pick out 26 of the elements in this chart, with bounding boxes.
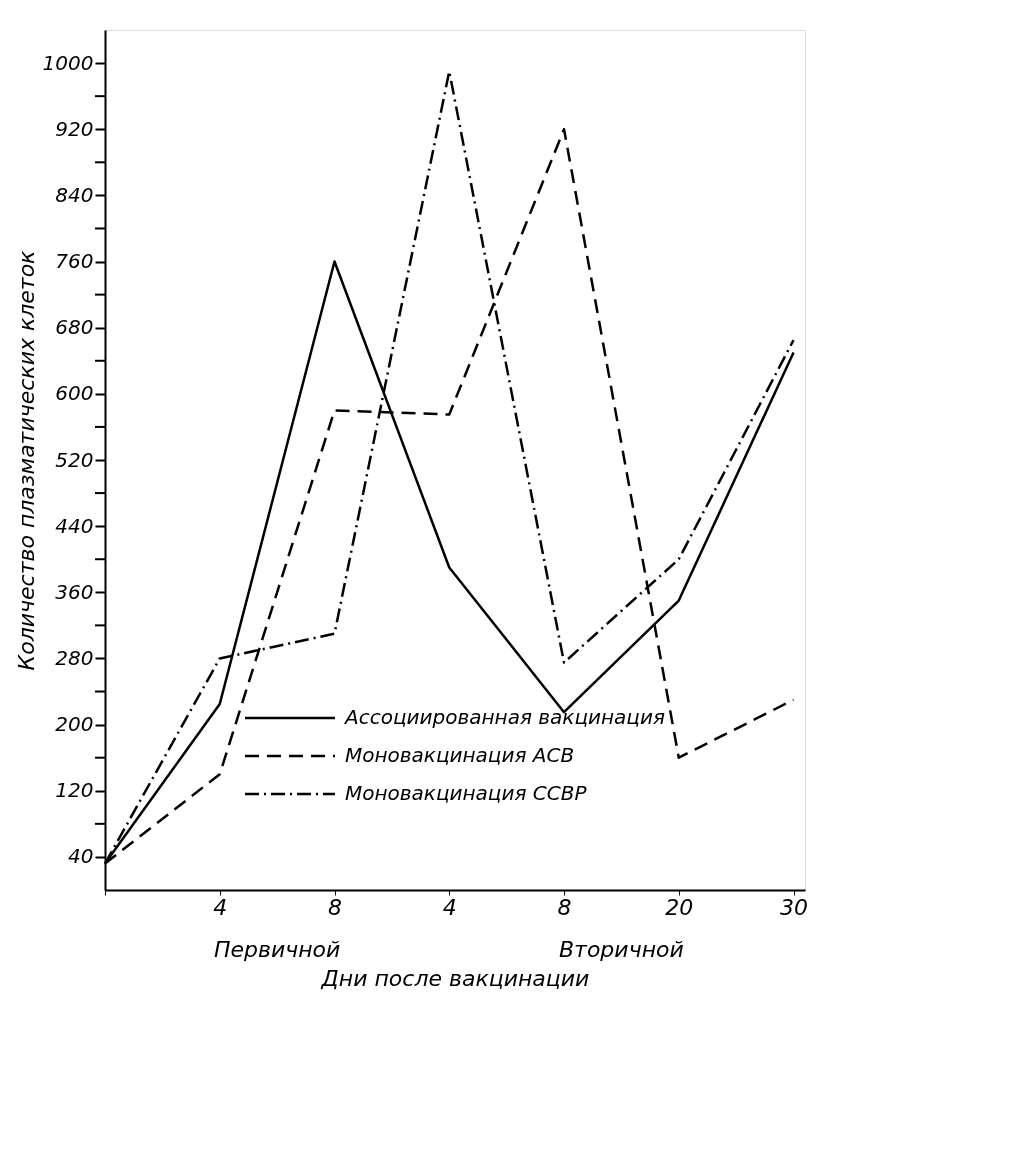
text: Вторичной [559, 937, 684, 962]
y-tick-label: 360 [55, 579, 94, 604]
y-tick-label: 920 [55, 116, 94, 141]
x-tick-label: 8 [557, 894, 572, 920]
legend-label: Моновакцинация АСВ [345, 743, 575, 767]
y-tick-label: 40 [68, 844, 94, 869]
x-tick-label: 4 [442, 894, 457, 920]
y-tick-label: 280 [55, 645, 94, 670]
y-tick-label: 600 [55, 381, 94, 406]
y-tick-label: 1000 [42, 50, 94, 75]
x-tick-label: 4 [213, 894, 228, 920]
x-axis-title: Дни после вакцинации [320, 965, 590, 991]
legend-label: Ассоциированная вакцинация [343, 705, 665, 729]
y-tick-label: 520 [55, 447, 94, 472]
y-axis-title: Количество плазматических клеток [13, 249, 39, 671]
y-tick-label: 120 [55, 778, 94, 803]
legend-label: Моновакцинация ССВР [345, 781, 588, 805]
text: Первичной [213, 937, 341, 962]
x-tick-label: 20 [665, 894, 694, 920]
x-tick-label: 8 [328, 894, 343, 920]
y-tick-label: 760 [55, 249, 94, 274]
y-tick-label: 440 [55, 513, 94, 538]
y-tick-label: 840 [55, 182, 94, 207]
y-tick-label: 200 [55, 712, 94, 737]
y-tick-label: 680 [55, 315, 94, 340]
x-tick-label: 30 [780, 894, 809, 920]
